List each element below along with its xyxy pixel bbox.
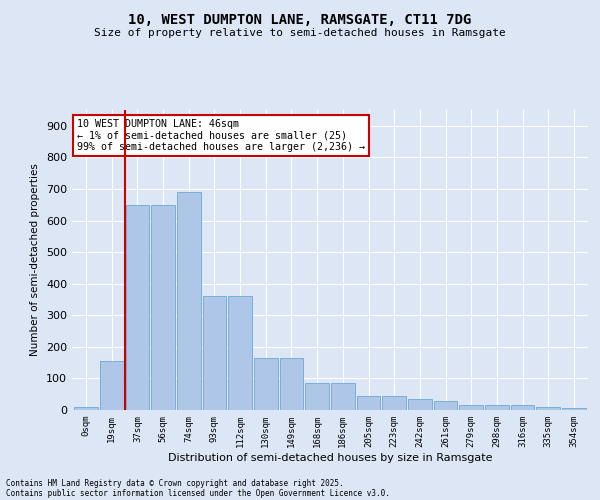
- Bar: [408, 399, 431, 410]
- Bar: [382, 396, 406, 410]
- Bar: [74, 407, 98, 410]
- Bar: [305, 383, 329, 410]
- Bar: [203, 296, 226, 410]
- Text: 10, WEST DUMPTON LANE, RAMSGATE, CT11 7DG: 10, WEST DUMPTON LANE, RAMSGATE, CT11 7D…: [128, 12, 472, 26]
- Bar: [356, 396, 380, 410]
- Bar: [125, 204, 149, 410]
- Bar: [485, 406, 509, 410]
- Text: 10 WEST DUMPTON LANE: 46sqm
← 1% of semi-detached houses are smaller (25)
99% of: 10 WEST DUMPTON LANE: 46sqm ← 1% of semi…: [77, 119, 365, 152]
- Bar: [254, 358, 278, 410]
- Bar: [511, 406, 535, 410]
- Bar: [562, 408, 586, 410]
- Bar: [460, 406, 483, 410]
- Y-axis label: Number of semi-detached properties: Number of semi-detached properties: [31, 164, 40, 356]
- Bar: [280, 358, 304, 410]
- Bar: [434, 400, 457, 410]
- Bar: [151, 204, 175, 410]
- Text: Contains public sector information licensed under the Open Government Licence v3: Contains public sector information licen…: [6, 488, 390, 498]
- Bar: [331, 383, 355, 410]
- Bar: [229, 296, 252, 410]
- Text: Contains HM Land Registry data © Crown copyright and database right 2025.: Contains HM Land Registry data © Crown c…: [6, 478, 344, 488]
- Bar: [536, 407, 560, 410]
- Bar: [100, 361, 124, 410]
- X-axis label: Distribution of semi-detached houses by size in Ramsgate: Distribution of semi-detached houses by …: [168, 452, 492, 462]
- Bar: [177, 192, 200, 410]
- Text: Size of property relative to semi-detached houses in Ramsgate: Size of property relative to semi-detach…: [94, 28, 506, 38]
